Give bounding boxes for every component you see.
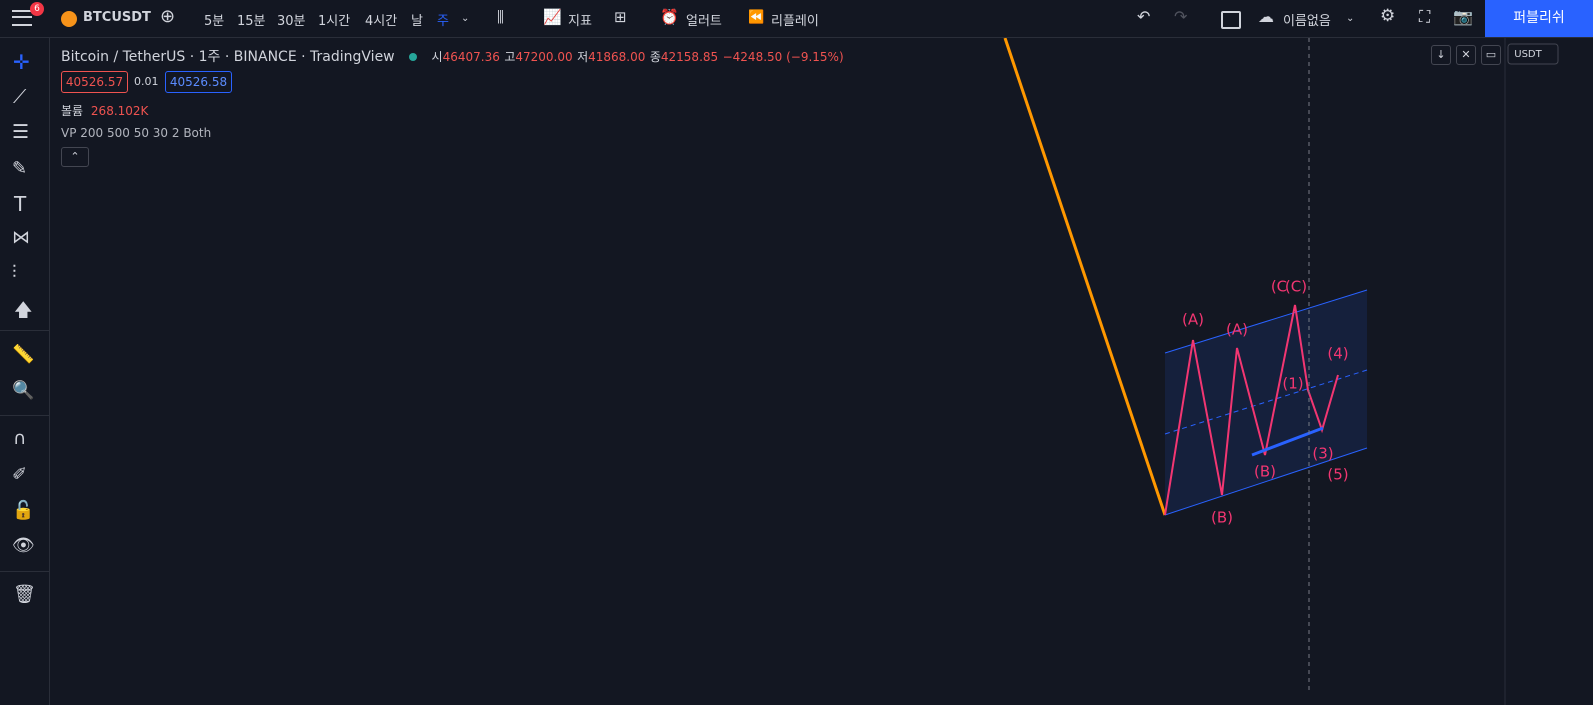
collapse-legend[interactable]: ⌃ bbox=[61, 147, 89, 167]
ohlc-label: 종 bbox=[649, 50, 661, 64]
separator bbox=[0, 571, 50, 572]
interval[interactable]: 4시간 bbox=[365, 14, 398, 29]
interval[interactable]: 날 bbox=[411, 14, 423, 29]
wave-label: (5) bbox=[1327, 466, 1348, 484]
interval-dropdown[interactable]: ⌄ bbox=[461, 13, 470, 24]
interval[interactable]: 1시간 bbox=[318, 14, 351, 29]
trend-line[interactable] bbox=[1003, 38, 1167, 516]
settings-button[interactable]: ⚙ bbox=[1380, 6, 1396, 26]
currency-button[interactable] bbox=[1507, 43, 1559, 65]
wave-label: (B) bbox=[1254, 463, 1276, 481]
publish-button[interactable]: 퍼블리쉬 bbox=[1485, 0, 1593, 37]
drawings bbox=[1003, 38, 1368, 690]
wave-zigzag[interactable] bbox=[1164, 304, 1339, 516]
left-toolbar: ✛ ⟋ ☰ ✎ T ⋈ ⫶ 🡅 📏 🔍 ∩ ✐ 🔓 👁 🗑 bbox=[0, 38, 50, 705]
trend-line-tool[interactable]: ⟋ bbox=[13, 86, 27, 108]
lock-tool[interactable]: 🔓 bbox=[12, 500, 35, 521]
wave-label: (B) bbox=[1211, 509, 1233, 527]
brush-tool[interactable]: ✎ bbox=[12, 158, 28, 179]
ohlc-value: 46407.36 bbox=[442, 50, 500, 64]
replay-icon[interactable]: ⏪ bbox=[748, 10, 765, 25]
wave-label: (A) bbox=[1182, 311, 1204, 329]
buy-button[interactable]: 40526.58 bbox=[165, 71, 232, 93]
volume-legend: 볼륨 268.102K bbox=[61, 102, 148, 119]
fib-tool[interactable]: ☰ bbox=[12, 121, 30, 143]
interval-active[interactable]: 주 bbox=[437, 14, 449, 29]
maximize-button[interactable]: ✕ bbox=[1456, 45, 1476, 65]
channel-bottom[interactable] bbox=[1164, 447, 1368, 516]
source: TradingView bbox=[310, 49, 395, 65]
text-tool[interactable]: T bbox=[14, 192, 27, 216]
layout-name[interactable]: 이름없음 bbox=[1283, 14, 1331, 29]
replay-button[interactable]: 리플레이 bbox=[771, 14, 819, 29]
snapshot-button[interactable]: 📷 bbox=[1453, 7, 1473, 26]
exchange: BINANCE bbox=[233, 49, 297, 65]
indicators-button[interactable]: 지표 bbox=[568, 14, 592, 29]
channel-top[interactable] bbox=[1164, 289, 1368, 354]
ohlc-label: 고 bbox=[504, 50, 516, 64]
alerts-button[interactable]: 얼러트 bbox=[686, 14, 722, 29]
wave-labels: (A) (A) (B) (B) (C (C) (1) (3) (4) (5) bbox=[1182, 278, 1349, 527]
chart-type-button[interactable]: ⫼ bbox=[497, 8, 504, 26]
change: −4248.50 (−9.15%) bbox=[722, 50, 844, 64]
redo-button[interactable]: ↷ bbox=[1174, 7, 1188, 26]
coin-icon bbox=[61, 11, 77, 27]
menu-icon[interactable] bbox=[12, 10, 32, 26]
delete-tool[interactable]: 🗑 bbox=[13, 584, 36, 605]
wave-label: (A) bbox=[1226, 321, 1248, 339]
support-line[interactable] bbox=[1251, 426, 1324, 457]
indicator-icon[interactable]: 📈 bbox=[543, 8, 562, 26]
forecast-tool[interactable]: ⫶ bbox=[12, 262, 17, 283]
ohlc-label: 시 bbox=[431, 50, 443, 64]
scroll-button[interactable]: ↓ bbox=[1431, 45, 1451, 65]
symbol-name: Bitcoin / TetherUS bbox=[61, 49, 186, 65]
legend-row: Bitcoin / TetherUS · 1주 · BINANCE · Trad… bbox=[61, 49, 844, 65]
pattern-tool[interactable]: ⋈ bbox=[12, 227, 30, 248]
symbol[interactable]: BTCUSDT bbox=[83, 10, 151, 25]
separator bbox=[0, 330, 50, 331]
alert-icon[interactable]: ⏰ bbox=[660, 8, 679, 26]
wave-label: (3) bbox=[1312, 445, 1333, 463]
badge: 6 bbox=[30, 2, 44, 16]
interval[interactable]: 15분 bbox=[237, 14, 266, 29]
vp-legend: VP 200 500 50 30 2 Both bbox=[61, 126, 212, 140]
magnet-tool[interactable]: ∩ bbox=[13, 428, 27, 449]
undo-button[interactable]: ↶ bbox=[1137, 7, 1151, 26]
hide-tool[interactable]: 👁 bbox=[12, 535, 35, 556]
spread: 0.01 bbox=[134, 75, 159, 88]
restore-button[interactable]: ▭ bbox=[1481, 45, 1501, 65]
ohlc-value: 42158.85 bbox=[660, 50, 719, 64]
ohlc-value: 47200.00 bbox=[515, 50, 573, 64]
wave-label: (C bbox=[1271, 278, 1287, 296]
fullscreen-layout[interactable] bbox=[1221, 11, 1241, 29]
layout-dropdown[interactable]: ⌄ bbox=[1346, 13, 1355, 24]
interval[interactable]: 30분 bbox=[277, 14, 306, 29]
arrow-tool[interactable]: 🡅 bbox=[14, 300, 33, 321]
volume-value: 268.102K bbox=[90, 104, 149, 118]
templates-button[interactable]: ⊞ bbox=[614, 8, 627, 26]
sell-button[interactable]: 40526.57 bbox=[61, 71, 128, 93]
interval[interactable]: 5분 bbox=[204, 14, 225, 29]
top-toolbar: 6 BTCUSDT ⊕ 5분 15분 30분 1시간 4시간 날 주 ⌄ ⫼ 📈… bbox=[0, 0, 1593, 38]
zoom-tool[interactable]: 🔍 bbox=[12, 380, 35, 401]
compare-button[interactable]: ⊕ bbox=[160, 6, 176, 27]
wave-label: (1) bbox=[1282, 375, 1303, 393]
wave-label: (4) bbox=[1327, 345, 1348, 363]
separator bbox=[0, 415, 50, 416]
interval: 1주 bbox=[198, 49, 221, 65]
wave-label: (C) bbox=[1285, 278, 1307, 296]
currency-label: USDT bbox=[1514, 49, 1542, 60]
cloud-icon[interactable]: ☁ bbox=[1258, 7, 1274, 26]
stay-drawing-tool[interactable]: ✐ bbox=[12, 464, 28, 485]
crosshair-tool[interactable]: ✛ bbox=[13, 50, 30, 74]
ohlc-label: 저 bbox=[577, 50, 589, 64]
market-status bbox=[409, 53, 418, 61]
fullscreen-button[interactable]: ⛶ bbox=[1419, 7, 1431, 26]
volume-label: 볼륨 bbox=[61, 104, 84, 118]
ohlc-value: 41868.00 bbox=[588, 50, 646, 64]
ruler-tool[interactable]: 📏 bbox=[12, 344, 35, 365]
